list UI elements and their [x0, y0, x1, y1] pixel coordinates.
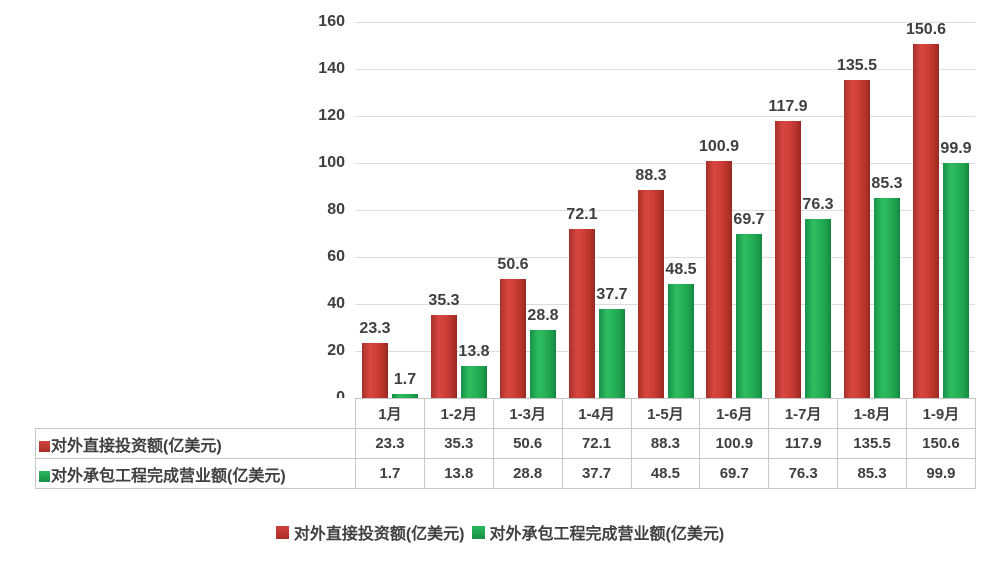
table-corner-blank-cell [35, 398, 356, 429]
plot-area: 23.3 1.7 35.3 13.8 50.6 28.8 72.1 37.7 88.3 48.5 1… [355, 21, 975, 399]
table-category-header: 1月 [355, 398, 425, 429]
bar-value-label: 1.7 [393, 371, 417, 388]
gridline [355, 21, 975, 23]
table-value-cell: 150.6 [906, 428, 976, 459]
bar-value-label: 28.8 [527, 307, 559, 324]
bar-对外直接投资额(亿美元)-1月 [362, 343, 388, 398]
bar-value-label: 23.3 [359, 320, 391, 337]
table-category-header: 1-3月 [492, 398, 563, 429]
table-value-cell: 76.3 [768, 458, 839, 489]
table-category-header: 1-9月 [906, 398, 976, 429]
bar-对外承包工程完成营业额(亿美元)-1-2月 [461, 366, 487, 398]
bar-value-label: 117.9 [768, 98, 808, 115]
y-axis-tick-label: 140 [318, 60, 345, 77]
y-axis-tick-label: 0 [285, 389, 345, 407]
gridline [355, 209, 975, 211]
bar-对外承包工程完成营业额(亿美元)-1-3月 [530, 330, 556, 398]
series-key-icon [39, 440, 50, 452]
table-row: 对外承包工程完成营业额(亿美元) 1.7 13.8 28.8 37.7 48.5 69.7 7… [35, 458, 976, 489]
y-axis-tick-label: 120 [318, 107, 345, 124]
legend-key-icon [275, 525, 289, 539]
table-category-header: 1-8月 [837, 398, 907, 429]
table-value-cell: 69.7 [699, 458, 770, 489]
legend-label: 对外承包工程完成营业额(亿美元) [489, 526, 725, 543]
gridline [355, 115, 975, 117]
bar-对外直接投资额(亿美元)-1-8月 [844, 80, 870, 398]
table-row: 对外直接投资额(亿美元) 23.3 35.3 50.6 72.1 88.3 100.9 117… [35, 428, 976, 459]
y-axis-tick-label: 80 [327, 201, 345, 218]
table-value-cell: 23.3 [355, 428, 425, 459]
bar-value-label: 150.6 [905, 21, 947, 38]
y-axis-tick-label: 20 [327, 342, 345, 359]
bar-对外直接投资额(亿美元)-1-7月 [775, 121, 801, 398]
bar-value-label: 69.7 [733, 211, 765, 228]
bar-value-label: 76.3 [802, 196, 834, 213]
legend-key-icon [471, 525, 485, 539]
table-category-header: 1-7月 [768, 398, 839, 429]
bar-对外直接投资额(亿美元)-1-5月 [638, 190, 664, 398]
bar-对外承包工程完成营业额(亿美元)-1-9月 [943, 163, 969, 398]
legend-label: 对外直接投资额(亿美元) [293, 526, 465, 543]
table-value-cell: 99.9 [906, 458, 976, 489]
bar-value-label: 85.3 [871, 175, 903, 192]
table-value-cell: 85.3 [837, 458, 907, 489]
bar-对外承包工程完成营业额(亿美元)-1-6月 [736, 234, 762, 398]
bar-value-label: 135.5 [836, 57, 878, 74]
bar-对外承包工程完成营业额(亿美元)-1月 [392, 394, 418, 398]
bar-value-label: 37.7 [596, 286, 628, 303]
table-category-header: 1-4月 [561, 398, 632, 429]
table-value-cell: 35.3 [423, 428, 494, 459]
bar-value-label: 35.3 [428, 292, 460, 309]
table-value-cell: 100.9 [699, 428, 770, 459]
table-category-header: 1-5月 [630, 398, 701, 429]
table-value-cell: 50.6 [492, 428, 563, 459]
table-value-cell: 88.3 [630, 428, 701, 459]
bar-对外承包工程完成营业额(亿美元)-1-5月 [668, 284, 694, 398]
table-value-cell: 135.5 [837, 428, 907, 459]
bar-对外直接投资额(亿美元)-1-4月 [569, 229, 595, 398]
table-category-header: 1-6月 [699, 398, 770, 429]
gridline [355, 162, 975, 164]
bar-对外承包工程完成营业额(亿美元)-1-8月 [874, 198, 900, 398]
chart-data-table: 1月 1-2月 1-3月 1-4月 1-5月 1-6月 1-7月 1-8月 1-9月 对外直接投资… [35, 398, 976, 489]
bar-对外承包工程完成营业额(亿美元)-1-4月 [599, 309, 625, 398]
series-key-icon [39, 470, 50, 482]
gridline [355, 68, 975, 70]
y-axis-tick-label: 160 [318, 13, 345, 30]
gridline [355, 350, 975, 352]
bar-对外承包工程完成营业额(亿美元)-1-7月 [805, 219, 831, 398]
table-value-cell: 72.1 [561, 428, 632, 459]
bar-value-label: 100.9 [698, 138, 740, 155]
table-series-label: 对外直接投资额(亿美元) [35, 428, 356, 459]
table-series-label: 对外承包工程完成营业额(亿美元) [35, 458, 356, 489]
bar-value-label: 99.9 [940, 140, 972, 157]
y-axis-tick-label: 100 [318, 154, 345, 171]
bar-value-label: 50.6 [497, 256, 529, 273]
legend-item: 对外直接投资额(亿美元) [275, 520, 465, 544]
bar-对外直接投资额(亿美元)-1-6月 [706, 161, 732, 398]
table-value-cell: 1.7 [355, 458, 425, 489]
bar-value-label: 88.3 [635, 167, 667, 184]
table-value-cell: 13.8 [423, 458, 494, 489]
table-value-cell: 117.9 [768, 428, 839, 459]
table-category-header: 1-2月 [423, 398, 494, 429]
legend-item: 对外承包工程完成营业额(亿美元) [471, 520, 725, 544]
table-value-cell: 28.8 [492, 458, 563, 489]
table-value-cell: 37.7 [561, 458, 632, 489]
bar-对外直接投资额(亿美元)-1-9月 [913, 44, 939, 398]
y-axis-tick-label: 60 [327, 248, 345, 265]
bar-对外直接投资额(亿美元)-1-2月 [431, 315, 457, 398]
y-axis-tick-label: 40 [327, 295, 345, 312]
chart-legend: 对外直接投资额(亿美元) 对外承包工程完成营业额(亿美元) [0, 520, 1000, 544]
gridline [355, 256, 975, 258]
bar-value-label: 13.8 [458, 343, 490, 360]
gridline [355, 303, 975, 305]
table-value-cell: 48.5 [630, 458, 701, 489]
bar-value-label: 72.1 [566, 206, 598, 223]
bar-value-label: 48.5 [665, 261, 697, 278]
bar-对外直接投资额(亿美元)-1-3月 [500, 279, 526, 398]
